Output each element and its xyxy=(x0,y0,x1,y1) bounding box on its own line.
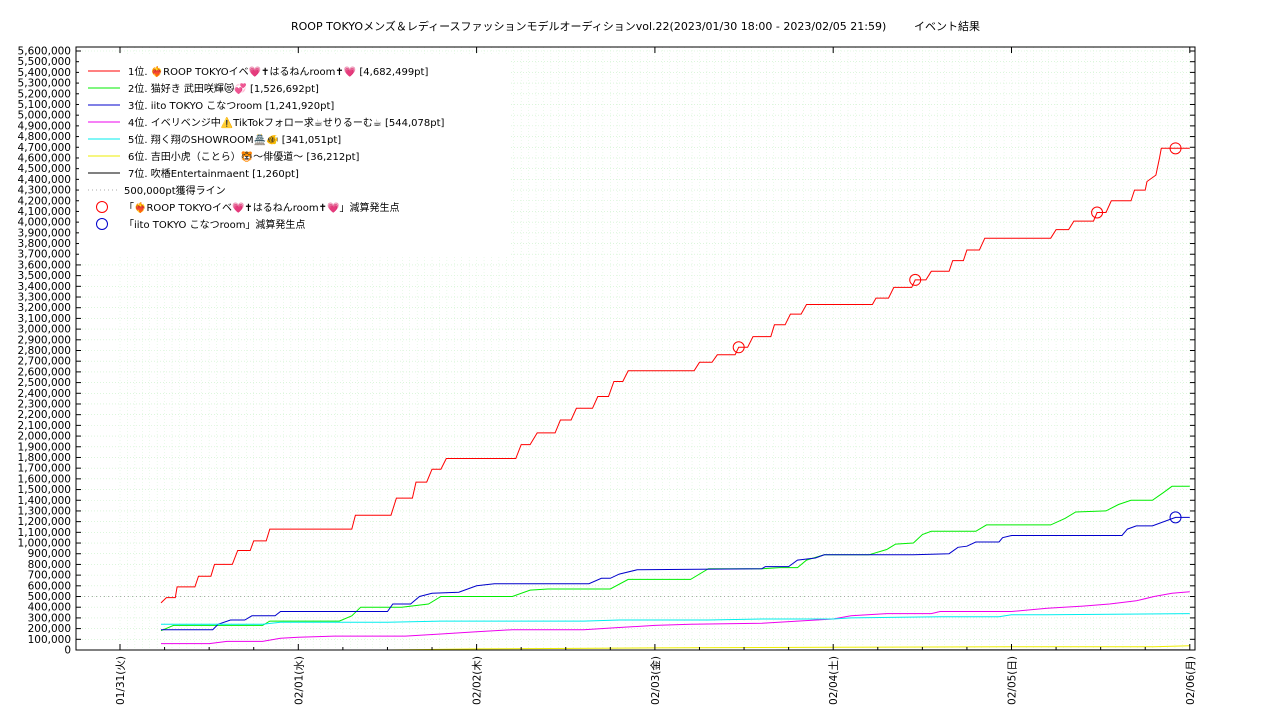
y-tick-label: 3,600,000 xyxy=(18,259,71,271)
legend-marker-label-2: 「iito TOKYO こなつroom」減算発生点 xyxy=(124,218,305,231)
y-tick-label: 1,100,000 xyxy=(18,527,71,539)
chart-subtitle: イベント結果 xyxy=(914,20,980,33)
legend-marker-swatch-2 xyxy=(96,218,108,230)
y-tick-label: 800,000 xyxy=(28,559,71,571)
decrease-marker-1 xyxy=(1091,206,1104,219)
y-tick-label: 2,100,000 xyxy=(18,420,71,432)
y-tick-label: 5,400,000 xyxy=(18,67,71,79)
legend-label-3: 3位. iito TOKYO こなつroom [1,241,920pt] xyxy=(128,99,334,112)
y-tick-label: 1,300,000 xyxy=(18,505,71,517)
y-tick-label: 700,000 xyxy=(28,570,71,582)
x-tick-label: 02/01(水) xyxy=(293,656,305,705)
y-tick-label: 3,500,000 xyxy=(18,270,71,282)
plot-frame xyxy=(75,46,1196,651)
y-tick-label: 2,500,000 xyxy=(18,377,71,389)
series-line-6 xyxy=(161,645,1190,651)
y-tick-label: 500,000 xyxy=(28,591,71,603)
y-tick-label: 1,600,000 xyxy=(18,473,71,485)
y-tick-label: 4,700,000 xyxy=(18,142,71,154)
x-tick-label: 02/02(木) xyxy=(472,656,484,705)
x-axis: 01/31(火) 02/01(水) 02/02(木) 02/03(金) 02/04(土)… xyxy=(115,47,1197,705)
y-tick-label: 3,400,000 xyxy=(18,281,71,293)
y-tick-label: 5,100,000 xyxy=(18,99,71,111)
y-tick-label: 4,400,000 xyxy=(18,174,71,186)
y-tick-label: 2,900,000 xyxy=(18,334,71,346)
legend-label-2: 2位. 猫好き 武田咲輝😻💞 [1,526,692pt] xyxy=(128,82,319,95)
y-tick-label: 2,200,000 xyxy=(18,409,71,421)
y-tick-label: 5,500,000 xyxy=(18,56,71,68)
legend-marker-label-1: 「❤️‍🔥ROOP TOKYOイベ💗✝はるねんroom✝💗」減算発生点 xyxy=(124,201,400,214)
y-tick-label: 3,100,000 xyxy=(18,313,71,325)
y-tick-label: 3,800,000 xyxy=(18,238,71,250)
y-tick-label: 4,600,000 xyxy=(18,152,71,164)
y-tick-label: 900,000 xyxy=(28,548,71,560)
y-tick-label: 2,700,000 xyxy=(18,356,71,368)
y-tick-label: 1,700,000 xyxy=(18,463,71,475)
y-tick-label: 4,100,000 xyxy=(18,206,71,218)
y-tick-label: 200,000 xyxy=(28,623,71,635)
y-tick-label: 5,300,000 xyxy=(18,78,71,90)
y-tick-label: 1,400,000 xyxy=(18,495,71,507)
y-tick-label: 1,000,000 xyxy=(18,538,71,550)
markers-group xyxy=(732,142,1182,524)
y-tick-label: 4,200,000 xyxy=(18,195,71,207)
y-tick-label: 3,000,000 xyxy=(18,324,71,336)
x-tick-label: 02/06(月) xyxy=(1185,656,1197,705)
y-tick-label: 4,900,000 xyxy=(18,120,71,132)
y-axis: 0100,000200,000300,000400,000500,000600,… xyxy=(18,46,1195,657)
y-tick-label: 2,300,000 xyxy=(18,398,71,410)
legend-label-1: 1位. ❤️‍🔥ROOP TOKYOイベ💗✝はるねんroom✝💗 [4,682,… xyxy=(128,65,428,78)
y-tick-label: 5,000,000 xyxy=(18,110,71,122)
legend-label-6: 6位. 吉田小虎（ことら）🐯〜俳優道〜 [36,212pt] xyxy=(128,150,360,163)
x-tick-label: 02/05(日) xyxy=(1007,656,1019,705)
x-tick-label: 01/31(火) xyxy=(115,656,127,705)
decrease-marker-1 xyxy=(909,273,922,286)
series-line-5 xyxy=(161,613,1190,625)
series-line-2 xyxy=(160,485,1190,632)
y-tick-label: 400,000 xyxy=(28,602,71,614)
y-tick-label: 3,900,000 xyxy=(18,227,71,239)
decrease-marker-1 xyxy=(732,341,745,354)
legend-label-5: 5位. 翔く翔のSHOWROOM🏯🐠 [341,051pt] xyxy=(128,133,341,146)
series-line-1 xyxy=(160,147,1190,604)
legend-label-7: 7位. 吹楿Entertainmaent [1,260pt] xyxy=(128,167,299,180)
y-tick-label: 1,800,000 xyxy=(18,452,71,464)
legend-label-4: 4位. イベリベンジ中⚠️TikTokフォロー求☕せりるーむ☕ [544,078… xyxy=(128,116,444,129)
y-tick-label: 1,900,000 xyxy=(18,441,71,453)
y-tick-label: 5,200,000 xyxy=(18,88,71,100)
series-line-3 xyxy=(161,516,1190,631)
series-line-4 xyxy=(161,591,1190,645)
y-tick-label: 4,500,000 xyxy=(18,163,71,175)
y-tick-label: 4,000,000 xyxy=(18,217,71,229)
y-tick-label: 300,000 xyxy=(28,612,71,624)
x-tick-label: 02/03(金) xyxy=(649,656,662,705)
legend: 1位. ❤️‍🔥ROOP TOKYOイベ💗✝はるねんroom✝💗 [4,682,… xyxy=(79,56,509,256)
y-tick-label: 600,000 xyxy=(28,580,71,592)
decrease-marker-2 xyxy=(1169,511,1182,524)
decrease-marker-1 xyxy=(1169,142,1182,155)
y-tick-label: 100,000 xyxy=(28,634,71,646)
y-tick-label: 0 xyxy=(64,645,71,657)
legend-label-reference: 500,000pt獲得ライン xyxy=(124,184,226,197)
x-tick-label: 02/04(土) xyxy=(827,656,840,705)
y-tick-label: 4,300,000 xyxy=(18,185,71,197)
y-tick-label: 5,600,000 xyxy=(18,46,71,58)
y-tick-label: 2,800,000 xyxy=(18,345,71,357)
y-tick-label: 4,800,000 xyxy=(18,131,71,143)
chart-title: ROOP TOKYOメンズ＆レディースファッションモデルオーディションvol.2… xyxy=(291,20,887,33)
y-tick-label: 3,300,000 xyxy=(18,292,71,304)
y-tick-label: 3,200,000 xyxy=(18,302,71,314)
y-tick-label: 2,400,000 xyxy=(18,388,71,400)
legend-box xyxy=(79,56,509,256)
y-tick-label: 2,600,000 xyxy=(18,366,71,378)
chart-title-bar: ROOP TOKYOメンズ＆レディースファッションモデルオーディションvol.2… xyxy=(0,18,1280,34)
y-tick-label: 1,500,000 xyxy=(18,484,71,496)
y-tick-label: 3,700,000 xyxy=(18,249,71,261)
y-tick-label: 2,000,000 xyxy=(18,431,71,443)
y-tick-label: 1,200,000 xyxy=(18,516,71,528)
legend-marker-swatch-1 xyxy=(96,201,108,213)
